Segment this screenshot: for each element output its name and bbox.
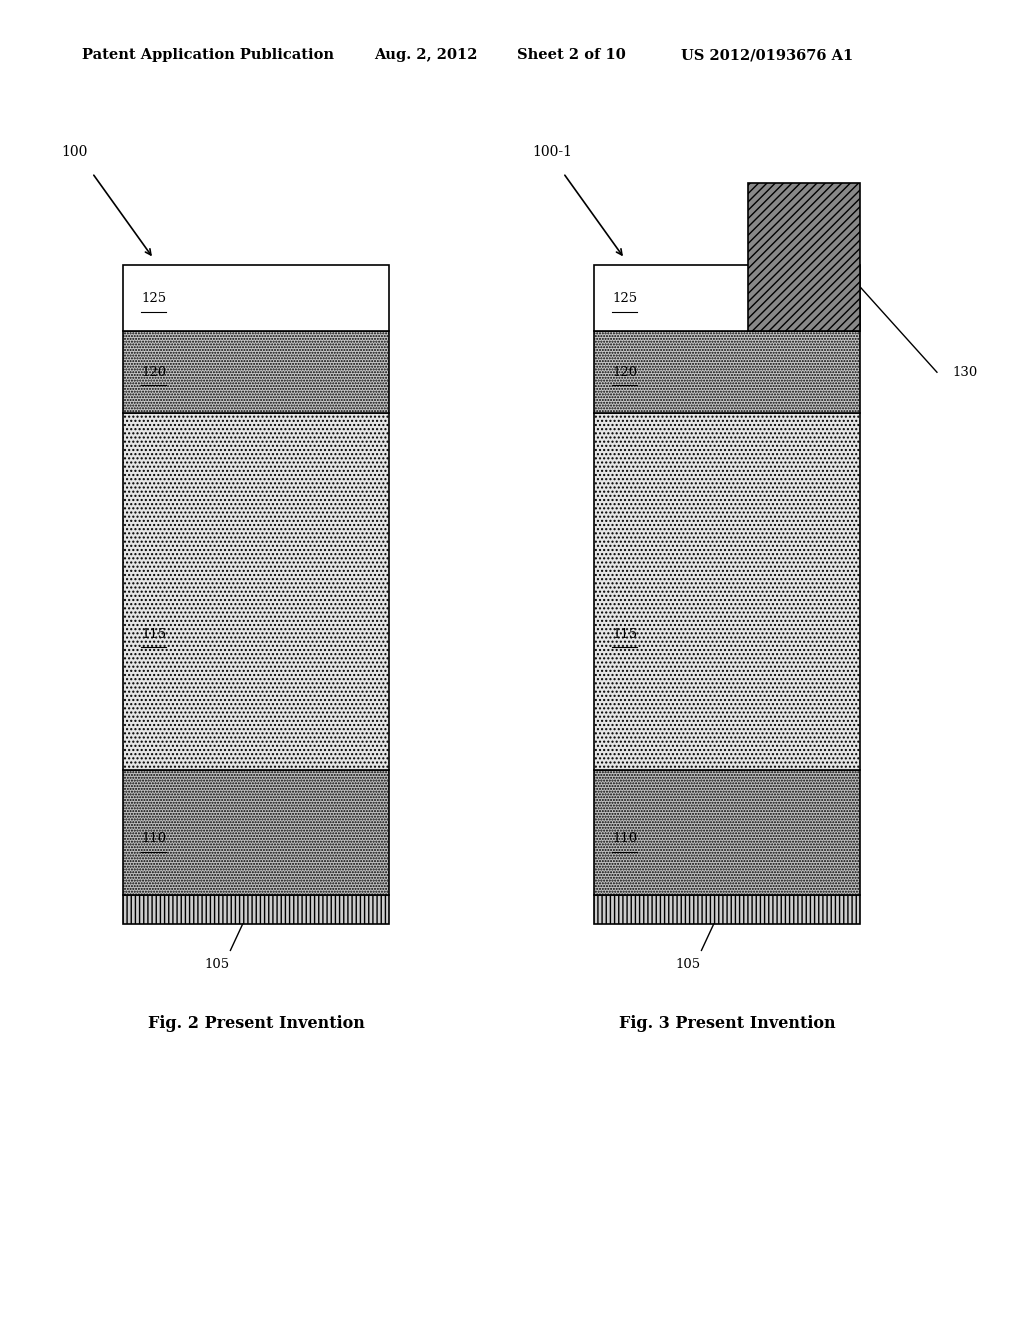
Bar <box>123 895 389 924</box>
Text: Patent Application Publication: Patent Application Publication <box>82 49 334 62</box>
Text: 105: 105 <box>676 957 700 970</box>
Text: 110: 110 <box>612 832 638 845</box>
Bar <box>123 413 389 770</box>
Bar <box>123 265 389 331</box>
Text: 120: 120 <box>141 366 167 379</box>
Text: 110: 110 <box>141 832 167 845</box>
Text: Fig. 3 Present Invention: Fig. 3 Present Invention <box>618 1015 836 1031</box>
Bar <box>594 895 860 924</box>
Text: 120: 120 <box>612 366 638 379</box>
Bar <box>594 770 860 895</box>
Text: US 2012/0193676 A1: US 2012/0193676 A1 <box>681 49 853 62</box>
Bar <box>594 331 860 413</box>
Text: Sheet 2 of 10: Sheet 2 of 10 <box>517 49 626 62</box>
Bar <box>123 331 389 413</box>
Text: Aug. 2, 2012: Aug. 2, 2012 <box>374 49 477 62</box>
Text: 125: 125 <box>141 292 167 305</box>
Text: 125: 125 <box>612 292 638 305</box>
Text: 100-1: 100-1 <box>532 145 572 158</box>
Text: 130: 130 <box>952 366 978 379</box>
Text: 105: 105 <box>205 957 229 970</box>
Text: 115: 115 <box>612 627 638 640</box>
Text: 115: 115 <box>141 627 167 640</box>
Bar <box>594 413 860 770</box>
Text: 100: 100 <box>61 145 88 158</box>
Bar <box>749 183 860 331</box>
Bar <box>594 265 860 331</box>
Text: Fig. 2 Present Invention: Fig. 2 Present Invention <box>147 1015 365 1031</box>
Bar <box>123 770 389 895</box>
